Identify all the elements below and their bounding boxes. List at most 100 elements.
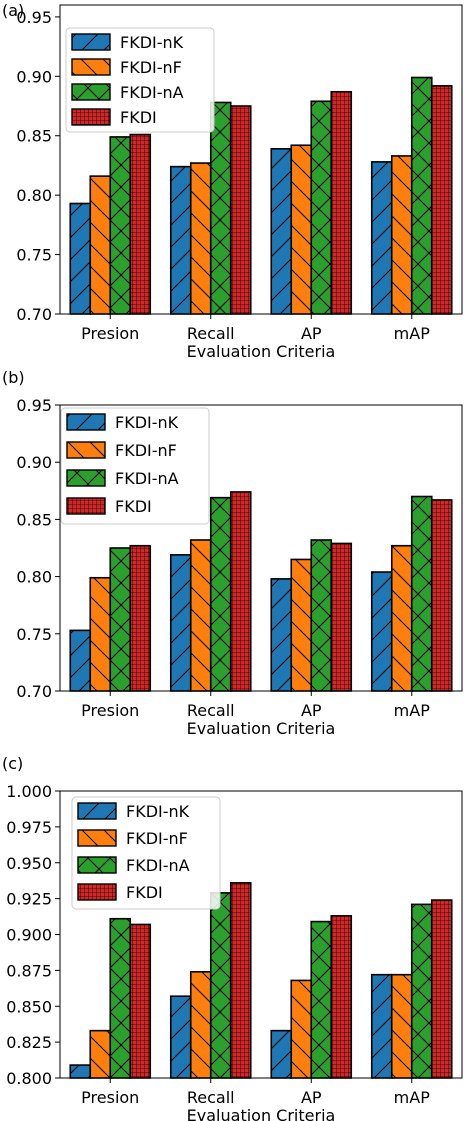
bar-hatch (410, 76, 433, 315)
legend-box (65, 27, 215, 133)
x-tick-label: Presion (81, 1088, 139, 1107)
y-tick-label: 0.950 (6, 854, 52, 873)
x-tick-label: mAP (394, 701, 431, 720)
bar-hatch (189, 162, 212, 315)
legend: FKDI-nK FKDI-nF FKDI-nA FKDI (60, 407, 210, 525)
axes-frame (59, 404, 463, 692)
bar-hatch (89, 576, 112, 692)
bar-hatch (229, 491, 252, 692)
y-tick-label: 0.95 (16, 396, 52, 415)
y-tick-label: 0.85 (16, 510, 52, 529)
legend-label: FKDI-nF (115, 441, 177, 460)
y-tick-label: 0.70 (16, 305, 52, 324)
y-tick-label: 0.80 (16, 186, 52, 205)
y-tick-label: 0.825 (6, 1033, 52, 1052)
bar-hatch (169, 554, 192, 692)
bar-hatch (430, 85, 453, 315)
legend-swatch-hatch (77, 883, 117, 901)
legend-label: FKDI-nK (115, 413, 179, 432)
x-tick-label: mAP (394, 1088, 431, 1107)
legend-swatch-hatch (71, 58, 111, 76)
legend-label: FKDI (120, 108, 157, 127)
legend-swatch-hatch (71, 83, 111, 101)
bar-hatch (430, 899, 453, 1079)
bar-hatch (69, 202, 92, 315)
legend-label: FKDI-nK (120, 33, 184, 52)
bar-hatch (129, 544, 152, 692)
legend-swatch-hatch (66, 469, 106, 487)
bar-hatch (109, 917, 132, 1079)
x-tick-label: Recall (187, 701, 235, 720)
legend-label: FKDI-nA (120, 83, 184, 102)
y-tick-label: 0.90 (16, 453, 52, 472)
x-tick-label: Presion (81, 324, 139, 343)
legend-swatch-hatch (77, 802, 117, 820)
legend-box (60, 407, 210, 525)
y-tick-label: 0.75 (16, 246, 52, 265)
bar-hatch (169, 995, 192, 1079)
bar-hatch (310, 539, 333, 692)
legend-swatch-hatch (77, 829, 117, 847)
legend-swatch-hatch (66, 497, 106, 515)
legend-swatch-hatch (66, 413, 106, 431)
x-tick-label: AP (301, 1088, 322, 1107)
bar-hatch (270, 1029, 293, 1079)
bar-hatch (410, 495, 433, 692)
y-tick-label: 0.70 (16, 682, 52, 701)
legend-label: FKDI-nF (120, 58, 182, 77)
bar-hatch (209, 496, 232, 692)
bar-hatch (290, 979, 313, 1079)
x-axis-label: Evaluation Criteria (187, 342, 336, 361)
legend-label: FKDI-nF (126, 829, 188, 848)
bar-hatch (229, 882, 252, 1079)
x-tick-label: AP (301, 324, 322, 343)
bar-hatch (330, 542, 353, 692)
bar-hatch (189, 539, 212, 692)
legend: FKDI-nK FKDI-nF FKDI-nA FKDI (65, 27, 215, 133)
legend-label: FKDI (115, 497, 152, 516)
x-axis-label: Evaluation Criteria (187, 1106, 336, 1121)
bar-hatch (109, 547, 132, 692)
x-tick-label: Recall (187, 324, 235, 343)
legend-swatch-hatch (77, 856, 117, 874)
bar-hatch (370, 571, 393, 692)
legend-label: FKDI-nA (115, 469, 179, 488)
y-tick-label: 0.975 (6, 818, 52, 837)
legend-label: FKDI-nA (126, 856, 190, 875)
bar-hatch (89, 175, 112, 315)
axes-frame (59, 4, 463, 315)
y-tick-label: 0.800 (6, 1069, 52, 1088)
y-tick-label: 0.75 (16, 625, 52, 644)
legend-swatch-hatch (71, 108, 111, 126)
y-tick-label: 0.875 (6, 961, 52, 980)
legend-label: FKDI (126, 883, 163, 902)
bar-hatch (390, 155, 413, 315)
bar-hatch (270, 148, 293, 315)
panel-label: (b) (2, 368, 25, 387)
y-tick-label: 0.80 (16, 568, 52, 587)
bar-hatch (169, 165, 192, 315)
x-tick-label: Presion (81, 701, 139, 720)
y-tick-label: 0.925 (6, 890, 52, 909)
bar-hatch (330, 915, 353, 1079)
legend: FKDI-nK FKDI-nF FKDI-nA FKDI (71, 796, 221, 910)
x-tick-label: Recall (187, 1088, 235, 1107)
bar-hatch (270, 578, 293, 692)
bar-hatch (310, 100, 333, 315)
chart-panel-0: (a) 0.70 0.75 0.80 0.85 0.90 0.95 Presion Recall… (2, 1, 463, 361)
legend-box (71, 796, 221, 910)
bar-hatch (430, 499, 453, 692)
x-axis-label: Evaluation Criteria (187, 719, 336, 738)
bar-hatch (370, 161, 393, 315)
bar-hatch (229, 105, 252, 315)
bar-hatch (89, 1029, 112, 1079)
bar-hatch (290, 558, 313, 692)
bar-hatch (410, 903, 433, 1079)
bar-hatch (129, 133, 152, 315)
bar-hatch (209, 101, 232, 315)
chart-panel-2: (c) 0.800 0.825 0.850 0.875 0.900 0.925 0.950 0.… (2, 754, 463, 1121)
panel-label: (c) (2, 754, 23, 773)
legend-swatch-hatch (71, 33, 111, 51)
bar-hatch (189, 971, 212, 1079)
